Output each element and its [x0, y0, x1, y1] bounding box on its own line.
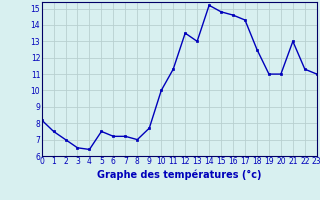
- X-axis label: Graphe des températures (°c): Graphe des températures (°c): [97, 169, 261, 180]
